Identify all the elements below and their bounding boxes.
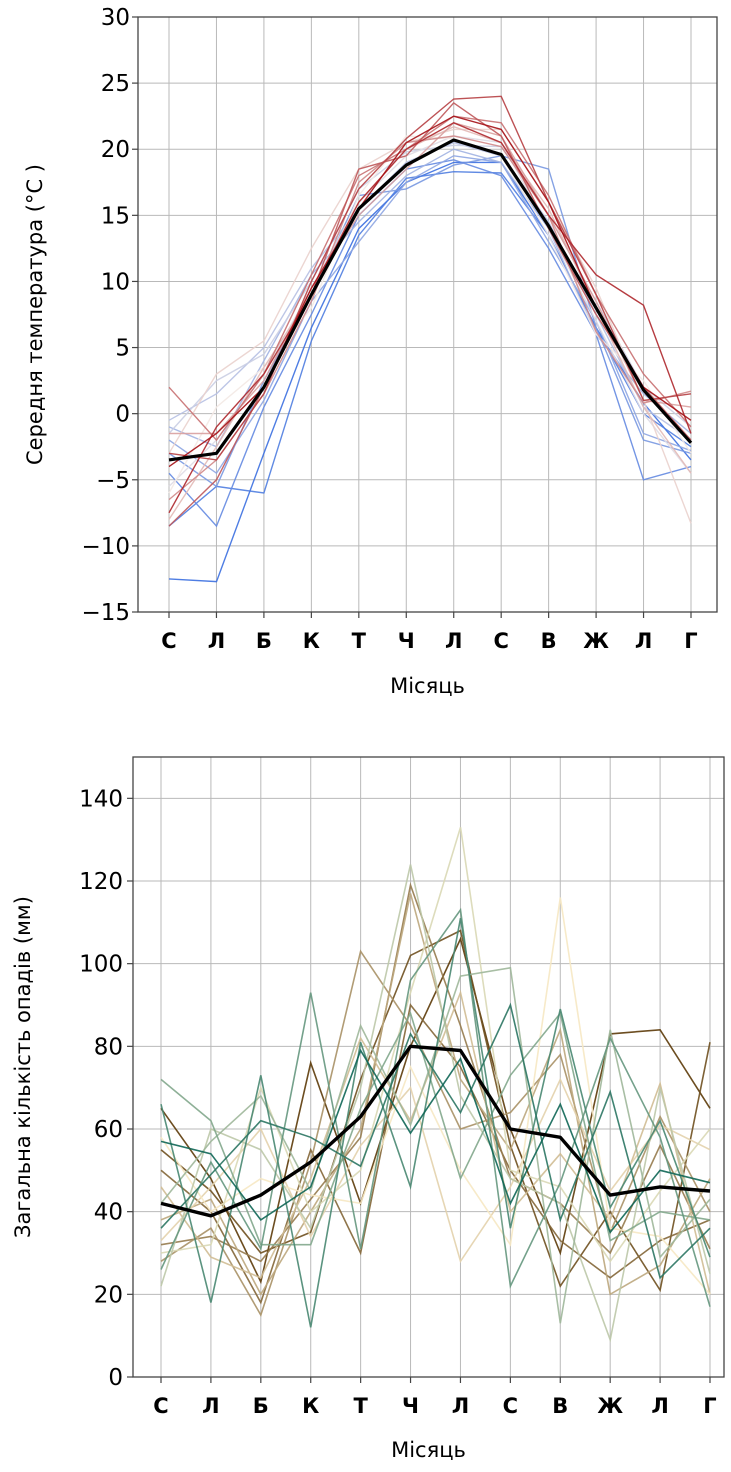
series-line (160, 1048, 711, 1234)
x-tick-label: К (302, 1394, 319, 1418)
series-line (168, 170, 692, 527)
series-line (160, 929, 711, 1293)
x-tick-label: Г (684, 629, 697, 653)
series-line (160, 893, 711, 1296)
series-line (168, 101, 692, 527)
grid (138, 16, 717, 613)
y-tick-label: 0 (115, 402, 130, 428)
series-line (160, 936, 711, 1285)
x-tick-label: Ж (583, 629, 609, 653)
y-tick-label: 25 (101, 71, 130, 97)
y-tick-label: 120 (79, 869, 123, 895)
x-tick-label: Л (635, 629, 652, 653)
x-axis-label: Місяць (391, 1438, 466, 1462)
plot-frame (132, 756, 725, 1378)
y-tick-label: 20 (101, 137, 130, 163)
mean-line (168, 138, 693, 462)
x-tick-label: Г (703, 1394, 716, 1418)
series-line (160, 864, 711, 1343)
series-line (168, 115, 692, 442)
x-tick-label: Т (352, 629, 367, 653)
series-line (168, 148, 692, 448)
y-tick-label: 15 (101, 203, 130, 229)
y-tick-label: 100 (79, 952, 123, 978)
x-tick-label: Т (353, 1394, 368, 1418)
x-tick-label: К (303, 629, 320, 653)
y-axis-label: Середня температура (°C ) (23, 164, 47, 465)
y-tick-label: 0 (108, 1365, 123, 1391)
x-tick-label: Ч (398, 629, 415, 653)
series-line (168, 128, 692, 524)
x-tick-label: Л (208, 629, 225, 653)
series-line (160, 897, 711, 1295)
series-line (168, 135, 692, 501)
x-tick-label: С (493, 629, 508, 653)
y-tick-label: 40 (94, 1200, 123, 1226)
series-line (168, 135, 692, 487)
series-line (168, 135, 692, 494)
x-tick-label: Л (202, 1394, 219, 1418)
series-lines (160, 827, 711, 1343)
y-tick-label: 140 (79, 786, 123, 812)
plot-frame (137, 16, 718, 613)
y-tick-label: −15 (81, 600, 130, 626)
x-tick-label: Ч (402, 1394, 419, 1418)
x-tick-label: В (552, 1394, 568, 1418)
series-line (168, 144, 692, 434)
x-tick-label: Л (651, 1394, 668, 1418)
y-tick-label: 80 (94, 1034, 123, 1060)
x-axis-label: Місяць (390, 674, 465, 698)
x-tick-label: Л (445, 629, 462, 653)
y-tick-label: 5 (115, 336, 130, 362)
series-line (160, 949, 711, 1317)
y-tick-label: 20 (94, 1282, 123, 1308)
x-tick-label: Л (452, 1394, 469, 1418)
series-line (168, 155, 692, 488)
series-line (168, 161, 692, 583)
series-line (168, 159, 692, 528)
y-tick-label: 60 (94, 1117, 123, 1143)
series-line (169, 122, 692, 435)
y-tick-label: −10 (81, 534, 130, 560)
grid (133, 757, 724, 1378)
y-tick-label: 10 (101, 269, 130, 295)
y-tick-label: 30 (101, 5, 130, 31)
series-line (160, 1077, 711, 1264)
precipitation-chart: 0 20 40 60 80 100 120 140 С Л Б К Т Ч Л С В Ж Л Г Місяць Зага… (11, 756, 725, 1462)
temperature-chart: −15 −10 −5 0 5 10 15 20 25 30 С Л Б К Т Ч Л С В Ж Л Г Місяць Се… (23, 5, 718, 698)
x-tick-label: С (503, 1394, 518, 1418)
mean-line (160, 1044, 711, 1218)
x-tick-label: Б (253, 1394, 269, 1418)
x-tick-label: С (161, 629, 176, 653)
x-tick-label: С (153, 1394, 168, 1418)
series-line (160, 1003, 711, 1305)
series-line (160, 907, 711, 1307)
series-line (168, 122, 692, 514)
series-line (168, 155, 692, 475)
x-tick-label: Б (256, 629, 272, 653)
series-line (168, 95, 692, 461)
x-tick-label: В (541, 629, 557, 653)
x-tick-label: Ж (597, 1394, 623, 1418)
y-axis-label: Загальна кількість опадів (мм) (11, 896, 35, 1238)
series-line (160, 1002, 711, 1280)
y-tick-label: −5 (96, 468, 130, 494)
